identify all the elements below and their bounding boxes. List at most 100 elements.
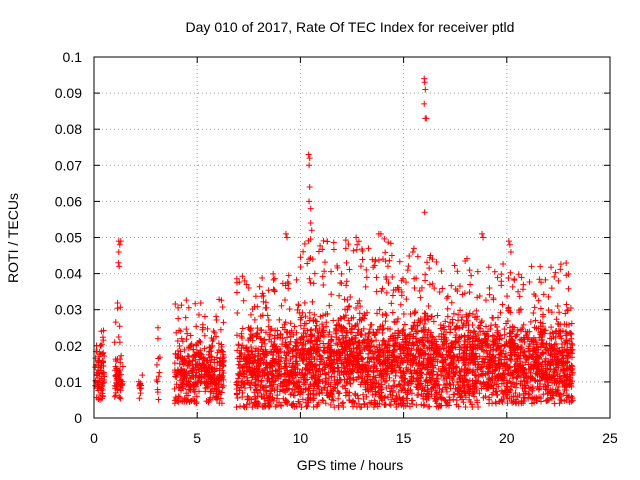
- data-point: [561, 321, 568, 328]
- data-point: [113, 383, 120, 390]
- data-point: [379, 337, 386, 344]
- data-point: [99, 350, 106, 357]
- data-point: [405, 342, 412, 349]
- data-point: [307, 236, 314, 243]
- data-point: [178, 369, 185, 376]
- data-point: [527, 318, 534, 325]
- data-point: [190, 373, 197, 380]
- data-point: [397, 301, 404, 308]
- data-point: [552, 377, 559, 384]
- data-point: [501, 371, 508, 378]
- data-point: [306, 155, 313, 162]
- data-point: [447, 347, 454, 354]
- data-point: [195, 366, 202, 373]
- data-point: [268, 338, 275, 345]
- data-point: [319, 273, 326, 280]
- data-point: [346, 266, 353, 273]
- data-point: [341, 382, 348, 389]
- data-point: [322, 259, 329, 266]
- data-point: [264, 372, 271, 379]
- data-point: [491, 268, 498, 275]
- data-point: [434, 312, 441, 319]
- data-point: [213, 385, 220, 392]
- x-tick-label: 10: [293, 430, 309, 446]
- data-point: [396, 353, 403, 360]
- data-point: [500, 393, 507, 400]
- data-point: [469, 321, 476, 328]
- data-point: [370, 343, 377, 350]
- data-point: [508, 383, 515, 390]
- data-point: [334, 388, 341, 395]
- data-point: [474, 360, 481, 367]
- data-point: [341, 339, 348, 346]
- data-point: [436, 351, 443, 358]
- data-point: [307, 279, 314, 286]
- data-point: [500, 370, 507, 377]
- data-point: [400, 347, 407, 354]
- data-point: [186, 359, 193, 366]
- data-point: [434, 358, 441, 365]
- data-point: [560, 364, 567, 371]
- data-point: [477, 380, 484, 387]
- data-point: [287, 320, 294, 327]
- data-point: [507, 387, 514, 394]
- data-point: [553, 316, 560, 323]
- data-point: [511, 351, 518, 358]
- data-point: [305, 360, 312, 367]
- data-point: [283, 329, 290, 336]
- data-point: [489, 314, 496, 321]
- data-point: [306, 309, 313, 316]
- data-point: [217, 395, 224, 402]
- data-point: [185, 392, 192, 399]
- data-point: [398, 292, 405, 299]
- data-point: [354, 241, 361, 248]
- data-point: [285, 272, 292, 279]
- data-point: [401, 332, 408, 339]
- data-point: [395, 389, 402, 396]
- data-point: [451, 370, 458, 377]
- data-point: [262, 304, 269, 311]
- data-point: [423, 371, 430, 378]
- data-point: [202, 388, 209, 395]
- data-point: [382, 310, 389, 317]
- data-point: [369, 256, 376, 263]
- data-point: [531, 304, 538, 311]
- data-point: [393, 401, 400, 408]
- data-point: [336, 377, 343, 384]
- data-point: [420, 343, 427, 350]
- data-point: [320, 323, 327, 330]
- data-point: [201, 361, 208, 368]
- data-point: [526, 391, 533, 398]
- data-point: [269, 363, 276, 370]
- data-point: [279, 341, 286, 348]
- data-point: [332, 384, 339, 391]
- data-point: [543, 340, 550, 347]
- data-point: [373, 274, 380, 281]
- data-point: [214, 359, 221, 366]
- data-point: [371, 332, 378, 339]
- data-point: [309, 298, 316, 305]
- data-point: [474, 366, 481, 373]
- data-point: [335, 402, 342, 409]
- data-point: [489, 332, 496, 339]
- data-point: [519, 325, 526, 332]
- data-point: [504, 293, 511, 300]
- data-point: [357, 348, 364, 355]
- data-point: [464, 367, 471, 374]
- data-point: [383, 377, 390, 384]
- data-point: [409, 325, 416, 332]
- data-point: [428, 313, 435, 320]
- data-point: [308, 326, 315, 333]
- data-point: [501, 326, 508, 333]
- data-point: [482, 336, 489, 343]
- data-point: [155, 355, 162, 362]
- data-point: [540, 311, 547, 318]
- data-point: [324, 387, 331, 394]
- data-point: [274, 334, 281, 341]
- data-point: [254, 303, 261, 310]
- data-point: [379, 256, 386, 263]
- data-point: [569, 369, 576, 376]
- data-point: [353, 305, 360, 312]
- data-point: [412, 335, 419, 342]
- data-point: [198, 374, 205, 381]
